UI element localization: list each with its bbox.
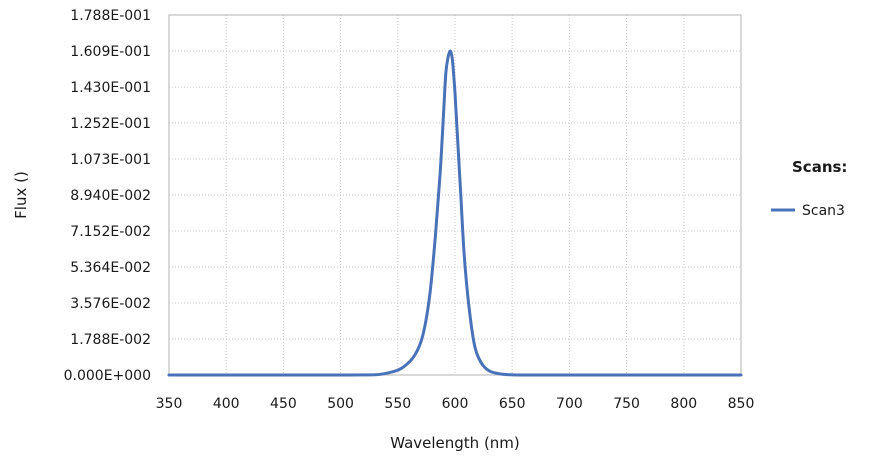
y-tick-label: 1.609E-001 [70, 44, 151, 60]
x-tick-label: 550 [384, 396, 411, 412]
y-tick-label: 1.788E-002 [70, 332, 151, 348]
series-layer [167, 49, 743, 377]
x-tick-label: 800 [670, 396, 697, 412]
legend: Scans: Scan3 [771, 158, 847, 219]
y-tick-label: 1.788E-001 [70, 8, 151, 24]
y-tick-label: 7.152E-002 [70, 224, 151, 240]
axes: 350 400 450 500 550 600 650 700 750 800 850 0.000E+… [64, 8, 755, 412]
y-tick-label: 0.000E+000 [64, 368, 151, 384]
x-tick-label: 650 [499, 396, 526, 412]
x-axis-title: Wavelength (nm) [390, 434, 520, 452]
x-tick-label: 600 [442, 396, 469, 412]
y-tick-label: 3.576E-002 [70, 296, 151, 312]
x-tick-label: 700 [556, 396, 583, 412]
legend-title: Scans: [792, 158, 847, 176]
y-tick-label: 5.364E-002 [70, 260, 151, 276]
x-tick-label: 450 [270, 396, 297, 412]
legend-label-scan3: Scan3 [802, 203, 845, 219]
series-line-scan3 [167, 49, 743, 377]
plot-area-frame [168, 14, 742, 376]
x-tick-label: 850 [728, 396, 755, 412]
y-tick-label: 8.940E-002 [70, 188, 151, 204]
y-tick-label: 1.073E-001 [70, 152, 151, 168]
x-tick-label: 350 [156, 396, 183, 412]
x-tick-label: 400 [213, 396, 240, 412]
x-tick-label: 750 [613, 396, 640, 412]
y-tick-label: 1.252E-001 [70, 116, 151, 132]
x-tick-label: 500 [327, 396, 354, 412]
y-axis-title: Flux () [12, 171, 30, 219]
y-tick-label: 1.430E-001 [70, 80, 151, 96]
grid-lines [169, 15, 741, 375]
